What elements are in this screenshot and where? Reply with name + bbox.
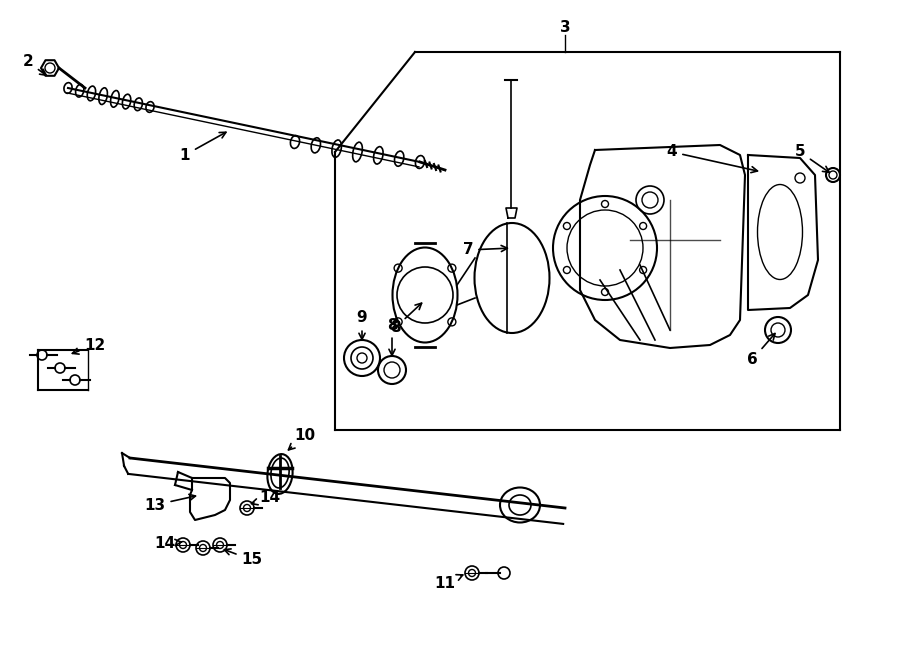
Text: 7: 7 <box>463 243 508 258</box>
Text: 8: 8 <box>390 303 421 336</box>
Text: 11: 11 <box>435 574 463 590</box>
Text: 2: 2 <box>22 54 46 75</box>
Text: 6: 6 <box>747 334 775 368</box>
Text: 14: 14 <box>155 535 182 551</box>
Text: 1: 1 <box>180 132 226 163</box>
Text: 4: 4 <box>667 145 758 173</box>
Text: 10: 10 <box>289 428 316 450</box>
Text: 8: 8 <box>387 317 397 356</box>
Text: 5: 5 <box>795 145 829 173</box>
Text: 3: 3 <box>560 20 571 36</box>
Text: 12: 12 <box>72 338 105 354</box>
Text: 9: 9 <box>356 311 367 339</box>
Text: 14: 14 <box>251 490 281 506</box>
Text: 13: 13 <box>144 494 195 512</box>
Text: 15: 15 <box>224 549 263 568</box>
